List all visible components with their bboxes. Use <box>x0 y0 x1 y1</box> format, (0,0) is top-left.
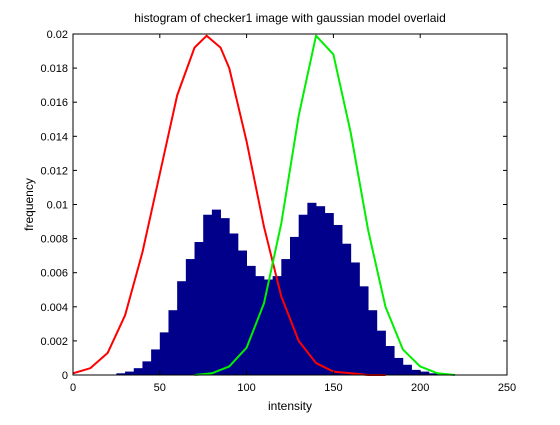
histogram-bar <box>290 236 300 375</box>
histogram-bar <box>203 214 213 375</box>
histogram-bar <box>385 346 395 375</box>
histogram-bar <box>177 281 187 375</box>
histogram-bar <box>333 224 343 375</box>
histogram-bar <box>151 349 161 375</box>
histogram-bar <box>394 357 404 375</box>
x-axis-ticks: 0 50 100 150 200 250 <box>70 34 516 394</box>
y-tick-label: 0.012 <box>40 165 68 177</box>
histogram-bar <box>368 310 378 375</box>
histogram-bar <box>142 361 152 375</box>
histogram-bars <box>116 202 447 376</box>
histogram-bar <box>211 209 221 375</box>
y-tick-label: 0.018 <box>40 63 68 75</box>
x-tick-label: 200 <box>411 382 429 394</box>
histogram-bar <box>263 279 274 375</box>
histogram-bar <box>342 243 352 375</box>
gaussian-curve-green <box>194 34 456 376</box>
x-tick-label: 0 <box>70 382 76 394</box>
histogram-bar <box>229 233 239 375</box>
histogram-bar <box>420 371 430 375</box>
gaussian-curves <box>72 34 456 376</box>
histogram-bar <box>350 262 360 375</box>
y-tick-label: 0.02 <box>47 29 68 41</box>
y-tick-label: 0.002 <box>40 336 68 348</box>
x-tick-label: 250 <box>498 382 516 394</box>
histogram-bar <box>298 214 308 375</box>
x-tick-label: 100 <box>237 382 255 394</box>
histogram-bar <box>324 213 334 375</box>
x-tick-label: 50 <box>154 382 166 394</box>
histogram-bar <box>159 332 169 376</box>
histogram-bar <box>359 286 369 375</box>
y-tick-label: 0.004 <box>40 302 68 314</box>
histogram-bar <box>185 259 195 375</box>
histogram-bar <box>281 259 291 375</box>
histogram-bar <box>255 276 265 375</box>
y-tick-label: 0.008 <box>40 234 68 246</box>
histogram-bar <box>376 330 386 375</box>
x-tick-label: 150 <box>324 382 342 394</box>
x-axis-label: intensity <box>268 399 312 413</box>
histogram-bar <box>246 265 256 375</box>
histogram-bar <box>272 276 282 375</box>
histogram-bar <box>220 218 230 375</box>
histogram-bar <box>316 206 326 375</box>
histogram-bar <box>237 250 247 375</box>
histogram-bar <box>307 202 317 375</box>
y-tick-label: 0.01 <box>47 200 68 212</box>
histogram-bar <box>125 371 135 375</box>
y-tick-label: 0.014 <box>40 131 68 143</box>
y-tick-label: 0.006 <box>40 268 68 280</box>
histogram-bar <box>116 373 126 375</box>
histogram-bar <box>411 369 421 375</box>
histogram-bar <box>402 364 412 375</box>
y-tick-label: 0 <box>62 370 68 382</box>
histogram-bar <box>133 368 143 375</box>
histogram-bar <box>428 373 438 375</box>
y-axis-ticks: 0 0.002 0.004 0.006 0.008 0.01 0.012 0.014 0.016… <box>40 29 507 382</box>
chart-title: histogram of checker1 image with gaussia… <box>134 11 446 25</box>
y-axis-label: frequency <box>22 178 36 231</box>
histogram-bar <box>168 310 178 375</box>
y-tick-label: 0.016 <box>40 97 68 109</box>
gaussian-curve-red <box>72 34 386 376</box>
histogram-bar <box>194 242 204 375</box>
